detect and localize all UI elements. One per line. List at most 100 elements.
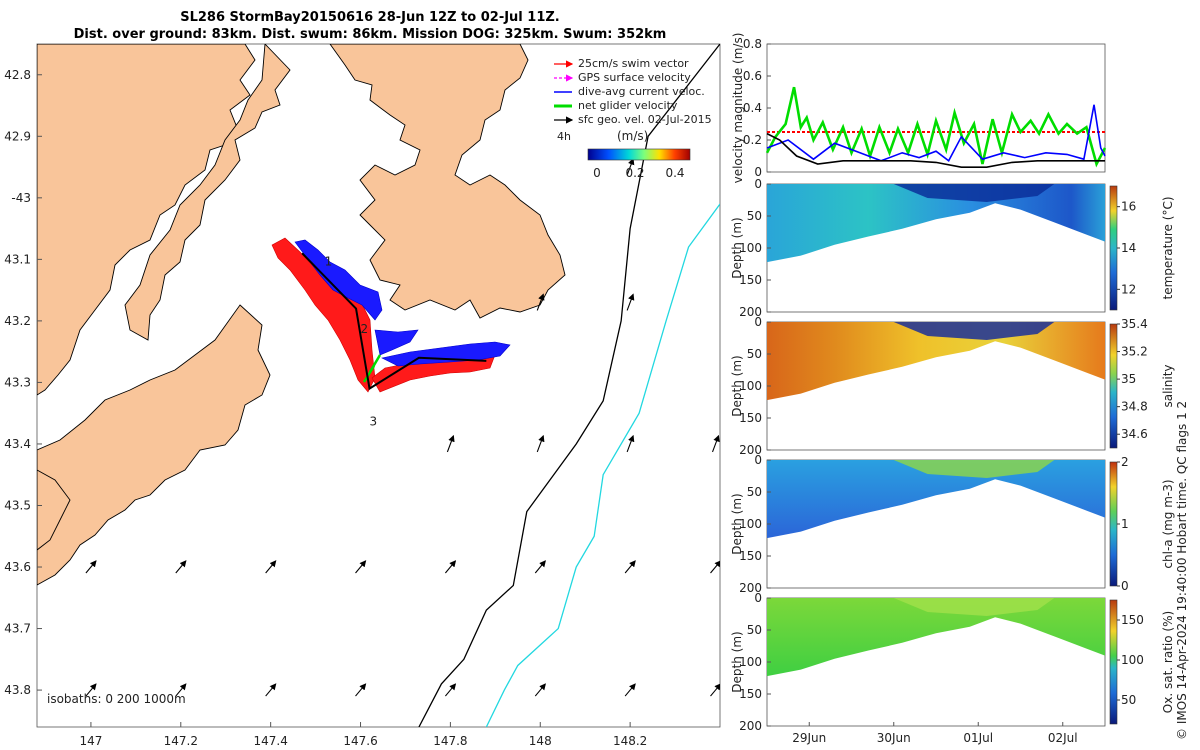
map-x-tick-label: 147.8 [433,734,467,748]
section-colorbar-label: temperature (°C) [1161,197,1175,300]
waypoint-label-3: 3 [370,414,378,428]
geo-velocity-arrow [536,293,545,311]
section-y-tick-label: 100 [739,379,762,393]
colorbar-tick-label: 34.8 [1121,400,1148,414]
section-y-tick-label: 200 [739,719,762,733]
map-y-tick-label: 42.9 [4,129,31,143]
map-y-tick-label: 42.8 [4,68,31,82]
velocity-panel: 0 0.2 0.4 0.6 0.8 velocity magnitude (m/s) [731,33,1107,183]
map-x-axis: 147 147.2 147.4 147.6 147.8 148 148.2 [79,722,647,748]
geo-velocity-arrow [355,683,367,697]
geo-velocity-arrow [265,560,277,574]
section-y-tick-label: 50 [747,347,762,361]
section-ylabel: Depth (m) [730,631,744,692]
section-panel-salinity: 0 50 100 150 200 Depth (m) 34.6 34.8 35 35.2 35.4 s… [730,315,1175,457]
geo-velocity-arrow [626,293,635,311]
section-y-tick-label: 200 [739,305,762,319]
section-y-tick-label: 50 [747,485,762,499]
net-velocity-segment [362,354,382,383]
map-x-tick-label: 147.2 [164,734,198,748]
section-panel-chl-a: 0 50 100 150 200 Depth (m) 0 1 2 chl-a (mg m-3) [730,453,1175,595]
section-y-tick-label: 200 [739,443,762,457]
legend-dive-avg: dive-avg current veloc. [578,85,705,98]
velocity-series-net-glider-velocity [765,86,1107,168]
velocity-y-tick-label: 0 [754,165,762,179]
map-legend: 25cm/s swim vector GPS surface velocity … [554,57,712,180]
time-tick-label: 01Jul [963,731,993,745]
land-tasman-peninsula [37,304,271,586]
section-y-tick-label: 0 [754,591,762,605]
geo-velocity-arrow [444,683,457,697]
map-y-tick-label: 43.1 [4,252,31,266]
section-colorbar [1109,599,1118,725]
waypoint-label-2: 2 [361,322,369,336]
section-data-area [767,598,1105,677]
section-colorbar-label: salinity [1161,364,1175,407]
geo-velocity-arrow [355,560,367,574]
section-y-tick-label: 150 [739,687,762,701]
geo-velocity-arrow [711,434,720,453]
section-y-tick-label: 150 [739,411,762,425]
legend-geo-velocity: sfc geo. vel. 02-Jul-2015 [578,113,712,126]
colorbar-units: (m/s) [617,129,648,143]
colorbar-tick-label: 16 [1121,200,1136,214]
map-x-tick-label: 147.6 [343,734,377,748]
geo-velocity-arrow [626,434,635,453]
section-y-tick-label: 100 [739,241,762,255]
velocity-y-tick-label: 0.6 [743,69,762,83]
section-y-tick-label: 0 [754,315,762,329]
isobath-1000m-line [485,203,720,727]
geo-velocity-arrow [534,560,546,574]
time-tick-label: 30Jun [877,731,911,745]
isobath-label: isobaths: 0 200 1000m [47,692,186,706]
land-northwest [37,44,256,396]
colorbar-tick-label: 34.6 [1121,427,1148,441]
geo-velocity-arrow [536,434,545,453]
time-axis: 29Jun 30Jun 01Jul 02Jul [792,722,1078,745]
geo-velocity-arrow [710,683,720,697]
map-y-tick-label: 43.6 [4,560,31,574]
geo-velocity-arrow [624,560,636,574]
colorbar-tick-0: 0 [593,166,601,180]
colorbar-tick-2: 0.4 [665,166,684,180]
section-surface-band [893,460,1055,478]
section-colorbar [1109,461,1118,587]
colorbar-tick-label: 14 [1121,241,1136,255]
section-y-tick-label: 50 [747,623,762,637]
geo-velocity-arrow [444,560,457,574]
section-panel-temperature: 0 50 100 150 200 Depth (m) 12 14 16 temperature (… [730,177,1175,319]
section-y-tick-label: 50 [747,209,762,223]
colorbar-tick-label: 2 [1121,455,1129,469]
velocity-y-tick-label: 0.8 [743,37,762,51]
map-y-tick-label: 43.4 [4,437,31,451]
section-surface-band [893,322,1055,340]
map-y-tick-label: 43.5 [4,498,31,512]
land-northeast [329,44,566,319]
section-ylabel: Depth (m) [730,493,744,554]
map-y-tick-label: 43.3 [4,375,31,389]
section-data-area [767,322,1105,401]
time-tick-label: 29Jun [792,731,826,745]
map-y-tick-label: 43.7 [4,622,31,636]
colorbar-tick-label: 150 [1121,613,1144,627]
legend-time-label: 4h [557,130,571,143]
legend-swim-vector: 25cm/s swim vector [578,57,689,70]
map-y-tick-label: -43 [11,191,31,205]
geo-velocity-arrow [624,683,636,697]
speed-colorbar [587,148,691,161]
map-x-tick-label: 147 [79,734,102,748]
velocity-series-sfc-geo-vel- [766,132,1105,168]
section-y-tick-label: 0 [754,453,762,467]
geo-velocity-arrow [710,560,720,574]
geo-velocity-arrow [175,683,187,697]
map-x-tick-label: 148.2 [613,734,647,748]
colorbar-tick-label: 0 [1121,579,1129,593]
section-y-tick-label: 150 [739,273,762,287]
section-colorbar-label: chl-a (mg m-3) [1161,479,1175,568]
section-ylabel: Depth (m) [730,355,744,416]
imos-side-note: © IMOS 14-Apr-2024 19:40:00 Hobart time.… [1175,401,1189,740]
section-colorbar-label: Ox. sat. ratio (%) [1161,611,1175,713]
